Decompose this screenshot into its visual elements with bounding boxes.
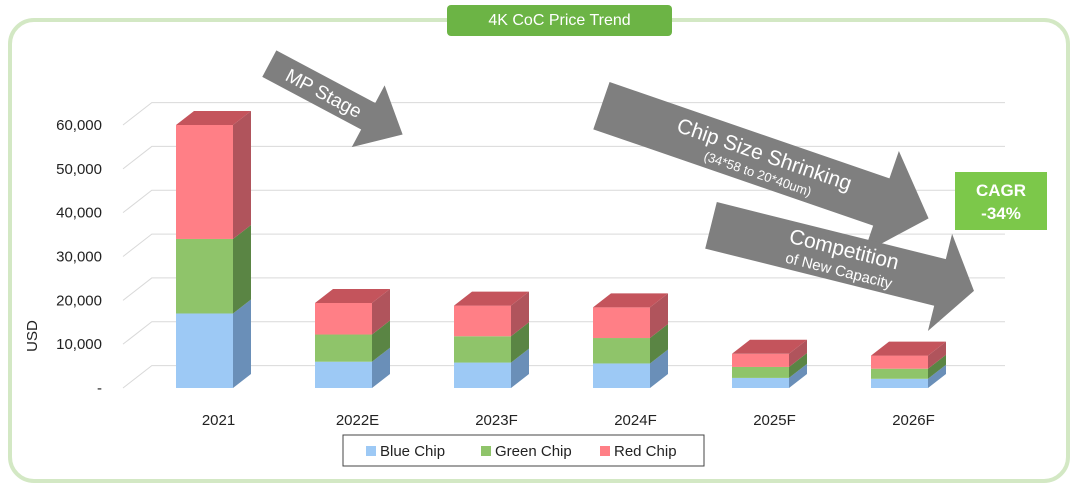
y-tick-label: 50,000 xyxy=(56,161,102,178)
chart-legend: Blue Chip Green Chip Red Chip xyxy=(342,434,705,467)
bar-red-2022E xyxy=(315,288,390,335)
legend-swatch-green xyxy=(481,446,491,456)
bar-blue-side xyxy=(650,349,668,388)
bar-green-side xyxy=(650,324,668,364)
bar-red-top xyxy=(176,111,251,125)
bar-red-side xyxy=(789,339,807,367)
bar-green-front xyxy=(732,366,789,378)
legend-label-green: Green Chip xyxy=(495,443,572,460)
bar-blue-2025F xyxy=(732,363,807,388)
bar-blue-side xyxy=(233,299,251,388)
bar-green-2025F xyxy=(732,352,807,378)
gridline xyxy=(122,189,1005,214)
x-tick-label: 2026F xyxy=(892,412,935,429)
bar-blue-front xyxy=(176,313,233,388)
bar-red-top xyxy=(454,291,529,306)
bar-green-2021 xyxy=(176,224,251,314)
gridline xyxy=(122,145,1005,170)
bar-red-side xyxy=(928,341,946,369)
legend-label-red: Red Chip xyxy=(614,443,677,460)
bar-blue-2021 xyxy=(176,299,251,388)
bar-green-front xyxy=(176,238,233,314)
bar-blue-front xyxy=(593,363,650,388)
bar-red-2025F xyxy=(732,339,807,367)
bar-red-front xyxy=(315,302,372,335)
y-tick-label: 60,000 xyxy=(56,117,102,134)
bar-red-top xyxy=(732,339,807,354)
bar-blue-side xyxy=(372,347,390,388)
bar-blue-2022E xyxy=(315,347,390,388)
bar-blue-front xyxy=(315,361,372,388)
bar-blue-2023F xyxy=(454,348,529,388)
bar-blue-front xyxy=(732,377,789,388)
bar-green-2023F xyxy=(454,322,529,363)
y-tick-label: 20,000 xyxy=(56,292,102,309)
bar-green-front xyxy=(593,338,650,364)
mp-stage-arrow: MP Stage xyxy=(262,50,403,148)
chart-title: 4K CoC Price Trend xyxy=(447,5,672,36)
bar-red-side xyxy=(511,291,529,337)
bar-red-top xyxy=(593,293,668,308)
x-tick-label: 2023F xyxy=(475,412,518,429)
bar-green-front xyxy=(315,334,372,362)
bar-red-2021 xyxy=(176,111,251,239)
bar-blue-front xyxy=(454,362,511,388)
cagr-badge: CAGR -34% xyxy=(955,172,1047,230)
gridline xyxy=(122,365,1005,389)
bar-green-front xyxy=(871,368,928,379)
bar-green-2022E xyxy=(315,320,390,362)
cagr-label: CAGR xyxy=(976,181,1026,200)
gridline xyxy=(122,321,1005,345)
bar-green-side xyxy=(789,352,807,378)
bar-blue-side xyxy=(928,364,946,388)
x-tick-label: 2022E xyxy=(336,412,379,429)
bar-red-top xyxy=(315,288,390,303)
bar-green-front xyxy=(454,336,511,363)
bar-green-side xyxy=(928,354,946,379)
bar-red-top xyxy=(871,341,946,356)
y-tick-label: - xyxy=(97,380,102,397)
bar-green-2026F xyxy=(871,354,946,379)
bar-red-front xyxy=(871,355,928,369)
legend-swatch-blue xyxy=(366,446,376,456)
bar-red-front xyxy=(454,305,511,337)
bar-blue-side xyxy=(511,348,529,388)
bar-green-side xyxy=(372,320,390,362)
bar-blue-2026F xyxy=(871,364,946,388)
gridline xyxy=(122,277,1005,301)
bar-red-front xyxy=(732,353,789,367)
gridline xyxy=(122,102,1005,126)
x-tick-label: 2024F xyxy=(614,412,657,429)
cagr-value: -34% xyxy=(981,204,1021,223)
bar-green-side xyxy=(511,322,529,363)
legend-label-blue: Blue Chip xyxy=(380,443,445,460)
y-axis-label: USD xyxy=(24,320,41,352)
bar-red-2026F xyxy=(871,341,946,369)
bar-red-side xyxy=(650,293,668,339)
x-tick-label: 2021 xyxy=(202,412,235,429)
legend-swatch-red xyxy=(600,446,610,456)
y-tick-label: 10,000 xyxy=(56,336,102,353)
bar-green-2024F xyxy=(593,324,668,364)
bar-green-side xyxy=(233,224,251,314)
bar-red-side xyxy=(372,288,390,335)
y-tick-label: 40,000 xyxy=(56,205,102,222)
bar-blue-side xyxy=(789,363,807,388)
bar-blue-2024F xyxy=(593,349,668,388)
bar-red-2023F xyxy=(454,291,529,337)
x-tick-label: 2025F xyxy=(753,412,796,429)
bar-red-side xyxy=(233,111,251,239)
bar-red-front xyxy=(176,125,233,239)
bar-red-2024F xyxy=(593,293,668,339)
bar-blue-front xyxy=(871,378,928,388)
y-tick-label: 30,000 xyxy=(56,249,102,266)
bar-red-front xyxy=(593,307,650,339)
